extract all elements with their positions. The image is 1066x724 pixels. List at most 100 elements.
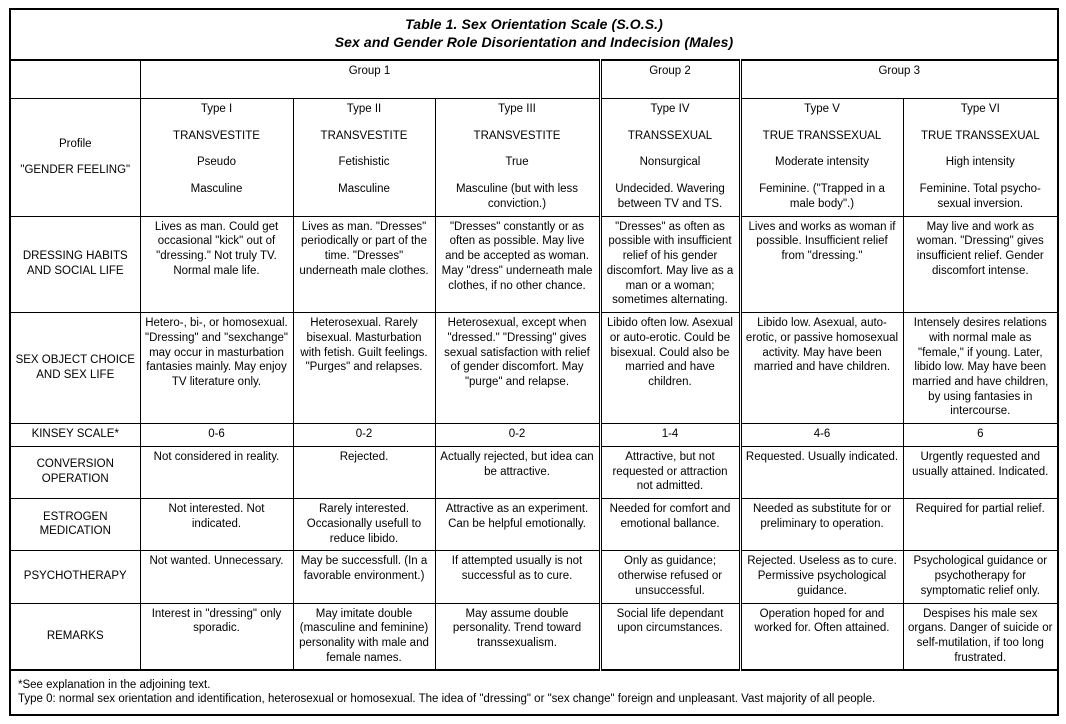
profile-cell-type-6: Type VI TRUE TRANSSEXUAL High intensity … — [902, 97, 1059, 217]
type-category: TRANSVESTITE — [473, 129, 561, 142]
data-cell: "Dresses" constantly or as often as poss… — [434, 215, 602, 314]
row-label: DRESSING HABITS AND SOCIAL LIFE — [9, 215, 141, 314]
type-name: Type IV — [650, 102, 690, 115]
data-cell: Operation hoped for and worked for. Ofte… — [739, 602, 904, 671]
data-cell: Needed for comfort and emotional ballanc… — [599, 498, 742, 552]
type-gender-feeling: Masculine (but with less conviction.) — [455, 183, 579, 210]
row-label: KINSEY SCALE* — [9, 423, 141, 447]
row-label-profile: Profile "GENDER FEELING" — [9, 97, 141, 217]
data-cell: Interest in "dressing" only sporadic. — [139, 602, 294, 671]
type-gender-feeling: Feminine. ("Trapped in a male body".) — [759, 183, 885, 210]
data-cell: 4-6 — [739, 423, 904, 447]
sex-orientation-scale-table: Table 1. Sex Orientation Scale (S.O.S.) … — [9, 8, 1060, 716]
table-row-sex-object-choice: SEX OBJECT CHOICE AND SEX LIFE Hetero-, … — [9, 312, 1059, 425]
data-cell: Not interested. Not indicated. — [139, 498, 294, 552]
data-cell: Lives as man. "Dresses" periodically or … — [292, 215, 436, 314]
profile-cell-type-5: Type V TRUE TRANSSEXUAL Moderate intensi… — [739, 97, 904, 217]
data-cell: 0-2 — [434, 423, 602, 447]
type-name: Type II — [346, 102, 382, 115]
type-qualifier: Pseudo — [196, 156, 236, 169]
data-cell: Despises his male sex organs. Danger of … — [902, 602, 1059, 671]
type-qualifier: Moderate intensity — [775, 156, 869, 169]
data-cell: Hetero-, bi-, or homosexual. "Dressing" … — [139, 312, 294, 425]
type-qualifier: Nonsurgical — [639, 156, 701, 169]
type-gender-feeling: Masculine — [190, 183, 243, 196]
group-header-row: Group 1 Group 2 Group 3 — [9, 59, 1059, 99]
data-cell: 6 — [902, 423, 1059, 447]
row-label: REMARKS — [9, 602, 141, 671]
type-name: Type III — [498, 102, 536, 115]
table-footnote: *See explanation in the adjoining text. … — [9, 669, 1059, 716]
data-cell: Not wanted. Unnecessary. — [139, 550, 294, 604]
type-category: TRANSVESTITE — [320, 129, 408, 142]
table-title-line-2: Sex and Gender Role Disorientation and I… — [334, 34, 734, 51]
data-cell: Lives and works as woman if possible. In… — [739, 215, 904, 314]
data-cell: May be successfull. (In a favorable envi… — [292, 550, 436, 604]
data-cell: If attempted usually is not successful a… — [434, 550, 602, 604]
data-cell: "Dresses" as often as possible with insu… — [599, 215, 742, 314]
type-qualifier: High intensity — [945, 156, 1015, 169]
data-cell: Rarely interested. Occasionally usefull … — [292, 498, 436, 552]
table-row-psychotherapy: PSYCHOTHERAPY Not wanted. Unnecessary. M… — [9, 550, 1059, 604]
data-cell: Attractive as an experiment. Can be help… — [434, 498, 602, 552]
data-cell: Libido low. Asexual, auto-erotic, or pas… — [739, 312, 904, 425]
data-cell: May assume double personality. Trend tow… — [434, 602, 602, 671]
data-cell: 1-4 — [599, 423, 742, 447]
table-title: Table 1. Sex Orientation Scale (S.O.S.) … — [9, 8, 1059, 61]
type-name: Type V — [804, 102, 840, 115]
data-cell: Rejected. Useless as to cure. Permissive… — [739, 550, 904, 604]
table-title-row: Table 1. Sex Orientation Scale (S.O.S.) … — [9, 8, 1059, 61]
profile-cell-type-4: Type IV TRANSSEXUAL Nonsurgical Undecide… — [599, 97, 742, 217]
group-header-group-3: Group 3 — [739, 59, 1059, 99]
profile-label-line-2: "GENDER FEELING" — [20, 164, 131, 177]
row-label: CONVERSION OPERATION — [9, 445, 141, 500]
data-cell: 0-2 — [292, 423, 436, 447]
group-header-group-2: Group 2 — [599, 59, 742, 99]
type-category: TRUE TRANSSEXUAL — [762, 129, 882, 142]
table-row-kinsey-scale: KINSEY SCALE* 0-6 0-2 0-2 1-4 4-6 6 — [9, 423, 1059, 447]
table-row-conversion-operation: CONVERSION OPERATION Not considered in r… — [9, 445, 1059, 500]
data-cell: Only as guidance; otherwise refused or u… — [599, 550, 742, 604]
footnote-line-2: Type 0: normal sex orientation and ident… — [18, 693, 876, 706]
data-cell: Lives as man. Could get occasional "kick… — [139, 215, 294, 314]
data-cell: May imitate double (masculine and femini… — [292, 602, 436, 671]
table-row-estrogen-medication: ESTROGEN MEDICATION Not interested. Not … — [9, 498, 1059, 552]
row-label: SEX OBJECT CHOICE AND SEX LIFE — [9, 312, 141, 425]
profile-cell-type-1: Type I TRANSVESTITE Pseudo Masculine — [139, 97, 294, 217]
row-label: ESTROGEN MEDICATION — [9, 498, 141, 552]
data-cell: Intensely desires relations with normal … — [902, 312, 1059, 425]
group-header-corner — [9, 59, 141, 99]
type-category: TRUE TRANSSEXUAL — [920, 129, 1040, 142]
data-cell: Requested. Usually indicated. — [739, 445, 904, 500]
table-title-line-1: Table 1. Sex Orientation Scale (S.O.S.) — [405, 16, 663, 33]
profile-label-line-1: Profile — [58, 137, 92, 150]
group-header-group-1: Group 1 — [139, 59, 602, 99]
data-cell: Psychological guidance or psychotherapy … — [902, 550, 1059, 604]
type-category: TRANSSEXUAL — [627, 129, 713, 142]
type-qualifier: True — [505, 156, 529, 169]
data-cell: Required for partial relief. — [902, 498, 1059, 552]
type-gender-feeling: Masculine — [338, 183, 390, 196]
data-cell: Social life dependant upon circumstances… — [599, 602, 742, 671]
data-cell: Needed as substitute for or preliminary … — [739, 498, 904, 552]
table-row-remarks: REMARKS Interest in "dressing" only spor… — [9, 602, 1059, 671]
profile-row: Profile "GENDER FEELING" Type I TRANSVES… — [9, 97, 1059, 217]
type-name: Type VI — [960, 102, 1000, 115]
table-row-dressing-habits: DRESSING HABITS AND SOCIAL LIFE Lives as… — [9, 215, 1059, 314]
type-gender-feeling: Feminine. Total psycho-sexual inversion. — [919, 183, 1041, 210]
data-cell: 0-6 — [139, 423, 294, 447]
table-footnote-row: *See explanation in the adjoining text. … — [9, 669, 1059, 716]
type-gender-feeling: Undecided. Wavering between TV and TS. — [615, 183, 725, 210]
data-cell: May live and work as woman. "Dressing" g… — [902, 215, 1059, 314]
data-cell: Rejected. — [292, 445, 436, 500]
footnote-line-1: *See explanation in the adjoining text. — [18, 678, 211, 691]
data-cell: Attractive, but not requested or attract… — [599, 445, 742, 500]
data-cell: Actually rejected, but idea can be attra… — [434, 445, 602, 500]
data-cell: Libido often low. Asexual or auto-erotic… — [599, 312, 742, 425]
type-category: TRANSVESTITE — [173, 129, 260, 142]
type-name: Type I — [200, 102, 233, 115]
data-cell: Not considered in reality. — [139, 445, 294, 500]
data-cell: Heterosexual, except when "dressed." "Dr… — [434, 312, 602, 425]
profile-cell-type-3: Type III TRANSVESTITE True Masculine (bu… — [434, 97, 602, 217]
